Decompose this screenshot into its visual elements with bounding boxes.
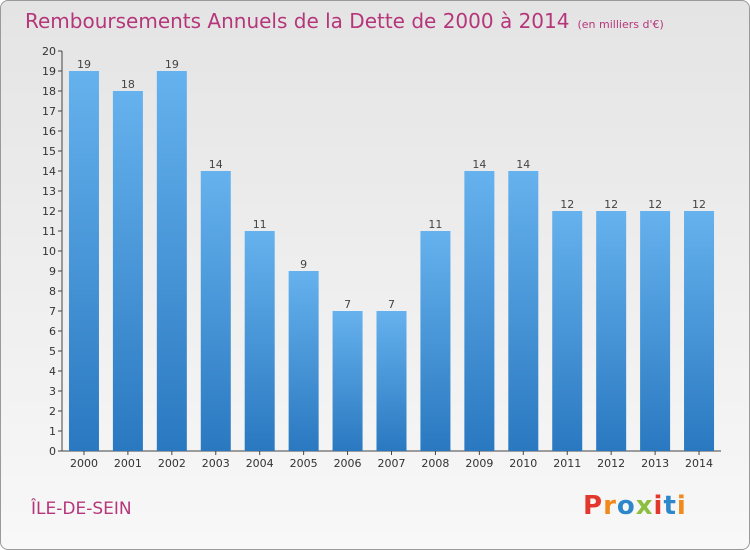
logo-letter: x — [635, 491, 654, 521]
bar-value-label: 11 — [428, 218, 442, 231]
y-tick-label: 1 — [49, 425, 56, 438]
logo-letter: r — [603, 491, 617, 521]
bar-value-label: 7 — [344, 298, 351, 311]
chart-unit: (en milliers d'€) — [577, 18, 664, 31]
x-tick-label: 2009 — [465, 457, 493, 470]
bar-2008 — [420, 231, 451, 451]
bar-value-label: 19 — [77, 58, 91, 71]
x-tick-label: 2002 — [158, 457, 186, 470]
x-tick-label: 2005 — [290, 457, 318, 470]
y-tick-label: 19 — [42, 65, 56, 78]
bar-2007 — [376, 311, 407, 451]
x-tick-label: 2004 — [246, 457, 274, 470]
y-tick-label: 13 — [42, 185, 56, 198]
x-tick-label: 2010 — [509, 457, 537, 470]
x-tick-label: 2003 — [202, 457, 230, 470]
bar-value-label: 7 — [388, 298, 395, 311]
bar-value-label: 9 — [300, 258, 307, 271]
bar-2006 — [332, 311, 363, 451]
y-tick-label: 17 — [42, 105, 56, 118]
bar-value-label: 12 — [692, 198, 706, 211]
y-tick-label: 5 — [49, 345, 56, 358]
x-tick-label: 2013 — [641, 457, 669, 470]
chart-title: Remboursements Annuels de la Dette de 20… — [25, 9, 664, 33]
x-tick-label: 2006 — [334, 457, 362, 470]
logo-letter: i — [676, 491, 687, 521]
logo-letter: t — [663, 491, 677, 521]
y-tick-label: 6 — [49, 325, 56, 338]
proxiti-logo: Proxiti — [583, 491, 687, 521]
logo-letter: i — [653, 491, 664, 521]
logo-letter: o — [616, 491, 636, 521]
y-tick-label: 3 — [49, 385, 56, 398]
y-tick-label: 16 — [42, 125, 56, 138]
bar-2002 — [156, 71, 187, 451]
bar-2005 — [288, 271, 319, 451]
x-tick-label: 2014 — [685, 457, 713, 470]
bar-2013 — [640, 211, 671, 451]
place-name: ÎLE-DE-SEIN — [31, 499, 132, 519]
y-tick-label: 7 — [49, 305, 56, 318]
bar-value-label: 14 — [209, 158, 223, 171]
logo-letter: P — [583, 491, 604, 521]
bar-2000 — [68, 71, 99, 451]
y-tick-label: 20 — [42, 45, 56, 58]
x-tick-label: 2007 — [378, 457, 406, 470]
y-tick-label: 14 — [42, 165, 56, 178]
y-tick-label: 12 — [42, 205, 56, 218]
bar-2001 — [112, 91, 143, 451]
bar-2010 — [508, 171, 539, 451]
y-tick-label: 11 — [42, 225, 56, 238]
bar-value-label: 11 — [253, 218, 267, 231]
bar-value-label: 12 — [604, 198, 618, 211]
x-tick-label: 2001 — [114, 457, 142, 470]
bar-2014 — [684, 211, 715, 451]
x-tick-label: 2011 — [553, 457, 581, 470]
x-tick-label: 2012 — [597, 457, 625, 470]
y-tick-label: 8 — [49, 285, 56, 298]
bar-value-label: 18 — [121, 78, 135, 91]
y-tick-label: 15 — [42, 145, 56, 158]
bar-value-label: 14 — [472, 158, 486, 171]
x-tick-label: 2000 — [70, 457, 98, 470]
bar-value-label: 19 — [165, 58, 179, 71]
y-tick-label: 0 — [49, 445, 56, 458]
bar-2009 — [464, 171, 495, 451]
y-tick-label: 9 — [49, 265, 56, 278]
y-tick-label: 2 — [49, 405, 56, 418]
chart-title-text: Remboursements Annuels de la Dette de 20… — [25, 9, 570, 33]
bar-value-label: 12 — [648, 198, 662, 211]
y-tick-label: 18 — [42, 85, 56, 98]
y-tick-label: 10 — [42, 245, 56, 258]
bar-2012 — [596, 211, 627, 451]
bar-2003 — [200, 171, 231, 451]
bar-2004 — [244, 231, 275, 451]
x-tick-label: 2008 — [421, 457, 449, 470]
bar-value-label: 12 — [560, 198, 574, 211]
y-tick-label: 4 — [49, 365, 56, 378]
bar-value-label: 14 — [516, 158, 530, 171]
bar-2011 — [552, 211, 583, 451]
